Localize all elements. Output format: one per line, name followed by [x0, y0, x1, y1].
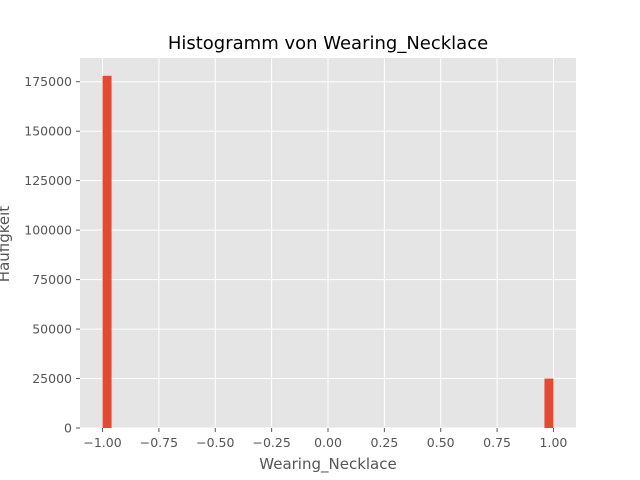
y-tick-label: 100000 — [24, 223, 72, 238]
x-axis-label: Wearing_Necklace — [259, 455, 396, 474]
x-tick-label: −0.25 — [252, 435, 290, 450]
y-tick-label: 25000 — [32, 371, 72, 386]
y-axis-ticks: 0 25000 50000 75000 100000 125000 150000 175000 — [24, 74, 80, 436]
x-tick-label: 1.00 — [540, 435, 568, 450]
y-tick-label: 150000 — [24, 124, 72, 139]
histogram-bar — [544, 378, 554, 428]
x-tick-label: 0.75 — [483, 435, 511, 450]
histogram-bar — [102, 75, 112, 428]
y-tick-label: 75000 — [32, 272, 72, 287]
x-axis-ticks: −1.00 −0.75 −0.50 −0.25 0.00 0.25 0.50 0.75 1.00 — [83, 428, 567, 450]
x-tick-label: −1.00 — [83, 435, 121, 450]
x-tick-label: −0.50 — [196, 435, 234, 450]
x-tick-label: 0.00 — [314, 435, 342, 450]
bars — [102, 75, 554, 428]
y-tick-label: 0 — [64, 421, 72, 436]
y-tick-label: 175000 — [24, 74, 72, 89]
y-axis-label: Häufigkeit — [0, 206, 13, 282]
y-tick-label: 125000 — [24, 173, 72, 188]
chart-title: Histogramm von Wearing_Necklace — [168, 33, 488, 54]
x-tick-label: 0.25 — [370, 435, 398, 450]
x-tick-label: −0.75 — [140, 435, 178, 450]
x-tick-label: 0.50 — [427, 435, 455, 450]
y-tick-label: 50000 — [32, 322, 72, 337]
